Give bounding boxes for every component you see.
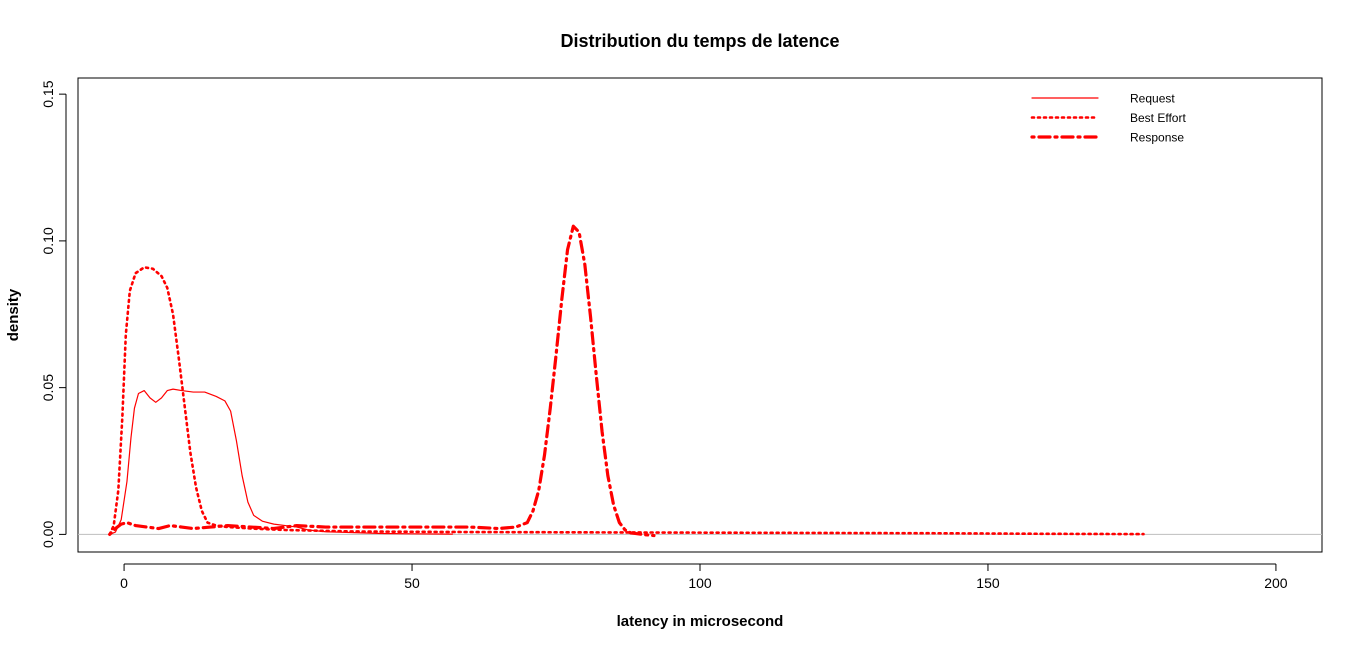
x-tick-label: 50 xyxy=(404,575,420,591)
x-tick-label: 0 xyxy=(120,575,128,591)
legend: Request Best Effort Response xyxy=(1030,92,1186,145)
series-line-response xyxy=(108,224,656,538)
legend-label: Response xyxy=(1130,131,1184,145)
x-axis: 0 50 100 150 200 xyxy=(120,563,1288,591)
x-tick-label: 150 xyxy=(976,575,1000,591)
y-axis: 0.00 0.05 0.10 0.15 xyxy=(40,80,67,548)
y-tick-label: 0.15 xyxy=(40,80,56,107)
legend-label: Request xyxy=(1130,92,1175,106)
series-layer xyxy=(108,224,1145,538)
x-axis-title: latency in microsecond xyxy=(617,613,784,630)
y-tick-label: 0.05 xyxy=(40,374,56,401)
chart-title: Distribution du temps de latence xyxy=(560,31,839,51)
x-tick-label: 100 xyxy=(688,575,712,591)
legend-label: Best Effort xyxy=(1130,111,1186,125)
y-tick-label: 0.00 xyxy=(40,521,56,548)
plot-frame xyxy=(77,77,1323,553)
x-tick-label: 200 xyxy=(1264,575,1288,591)
series-line-best-effort xyxy=(108,266,1145,536)
series-line-request xyxy=(109,388,453,535)
y-axis-title: density xyxy=(5,288,22,341)
y-tick-label: 0.10 xyxy=(40,227,56,254)
